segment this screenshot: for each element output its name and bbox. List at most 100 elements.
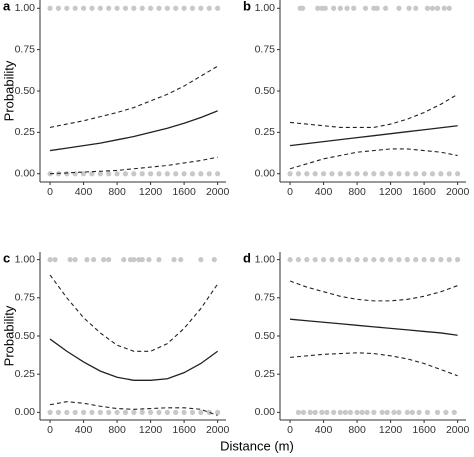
x-tick-label: 800	[348, 186, 366, 198]
observation	[396, 257, 402, 263]
y-tick-label: 0.75	[15, 43, 36, 55]
x-tick-label: 400	[75, 424, 93, 436]
observation	[80, 5, 87, 11]
observation	[312, 257, 318, 263]
observation	[371, 171, 377, 177]
observation	[89, 409, 95, 415]
observation	[64, 5, 70, 11]
observation	[55, 5, 62, 11]
observation	[312, 409, 318, 415]
x-tick-label: 0	[287, 424, 293, 436]
observation	[189, 5, 196, 11]
x-tick-label: 0	[47, 186, 53, 198]
panel-label: c	[3, 250, 10, 265]
x-tick-label: 2000	[446, 424, 470, 436]
observation	[164, 409, 170, 415]
observation	[337, 171, 343, 177]
observation	[382, 5, 389, 11]
observation	[206, 5, 212, 11]
curve	[290, 352, 458, 377]
curve	[289, 93, 458, 128]
y-tick-label: 1.00	[255, 253, 276, 265]
x-tick-label: 2000	[446, 186, 470, 198]
x-tick-label: 800	[348, 424, 366, 436]
x-tick-label: 1600	[172, 424, 196, 436]
observation	[455, 257, 461, 263]
observation	[320, 257, 327, 263]
observation	[337, 5, 343, 11]
observation	[206, 171, 212, 177]
observation	[139, 171, 145, 177]
observation	[429, 171, 436, 177]
observation	[331, 409, 337, 415]
y-tick-label: 0.75	[255, 292, 276, 304]
observation	[173, 171, 179, 177]
observation	[344, 5, 350, 11]
y-tick-label: 0.00	[255, 168, 276, 180]
observation	[396, 5, 402, 11]
observation	[434, 409, 441, 415]
y-tick-label: 0.50	[15, 85, 36, 97]
observation	[171, 257, 177, 263]
observation	[346, 171, 352, 177]
observation	[413, 5, 419, 11]
observation	[441, 5, 447, 11]
x-tick-label: 2000	[206, 186, 230, 198]
x-tick-label: 400	[315, 186, 333, 198]
observation	[114, 409, 120, 415]
observation	[424, 409, 431, 415]
observation	[351, 5, 357, 11]
observation	[101, 257, 107, 263]
observation	[384, 409, 390, 415]
observation	[97, 171, 103, 177]
observation	[315, 5, 321, 11]
x-tick-label: 2000	[206, 424, 230, 436]
observation	[421, 257, 427, 263]
y-tick-label: 0.25	[15, 368, 36, 380]
observation	[446, 257, 452, 263]
observation	[211, 257, 217, 263]
observation	[106, 257, 112, 263]
observation	[147, 171, 154, 177]
x-tick-label: 0	[47, 424, 53, 436]
observation	[215, 171, 221, 177]
observation	[106, 409, 112, 415]
observation	[67, 257, 73, 263]
curve	[49, 274, 219, 352]
curve	[289, 125, 458, 147]
observation	[147, 409, 154, 415]
observation	[89, 171, 95, 177]
x-tick-label: 1600	[412, 186, 436, 198]
observation	[396, 171, 402, 177]
observation	[189, 409, 196, 415]
observation	[156, 257, 162, 263]
observation	[198, 257, 204, 263]
x-tick-label: 1200	[379, 186, 403, 198]
x-axis-label: Distance (m)	[220, 438, 294, 453]
observation	[379, 257, 385, 263]
observation	[391, 409, 397, 415]
observation	[451, 409, 457, 415]
observation	[122, 171, 129, 177]
observation	[139, 409, 145, 415]
curve	[289, 148, 458, 170]
curve	[49, 338, 219, 381]
x-tick-label: 400	[75, 186, 93, 198]
observation	[337, 409, 343, 415]
observation	[413, 171, 419, 177]
observation	[434, 5, 441, 11]
observation	[198, 171, 204, 177]
y-tick-label: 0.00	[255, 406, 276, 418]
observation	[300, 5, 306, 11]
curve	[49, 110, 218, 152]
observation	[47, 409, 53, 415]
curve	[289, 280, 458, 302]
observation	[80, 171, 87, 177]
x-tick-label: 1200	[139, 424, 163, 436]
observation	[364, 409, 370, 415]
observation	[215, 409, 221, 415]
observation	[337, 257, 343, 263]
curve	[49, 65, 218, 128]
observation	[324, 409, 330, 415]
